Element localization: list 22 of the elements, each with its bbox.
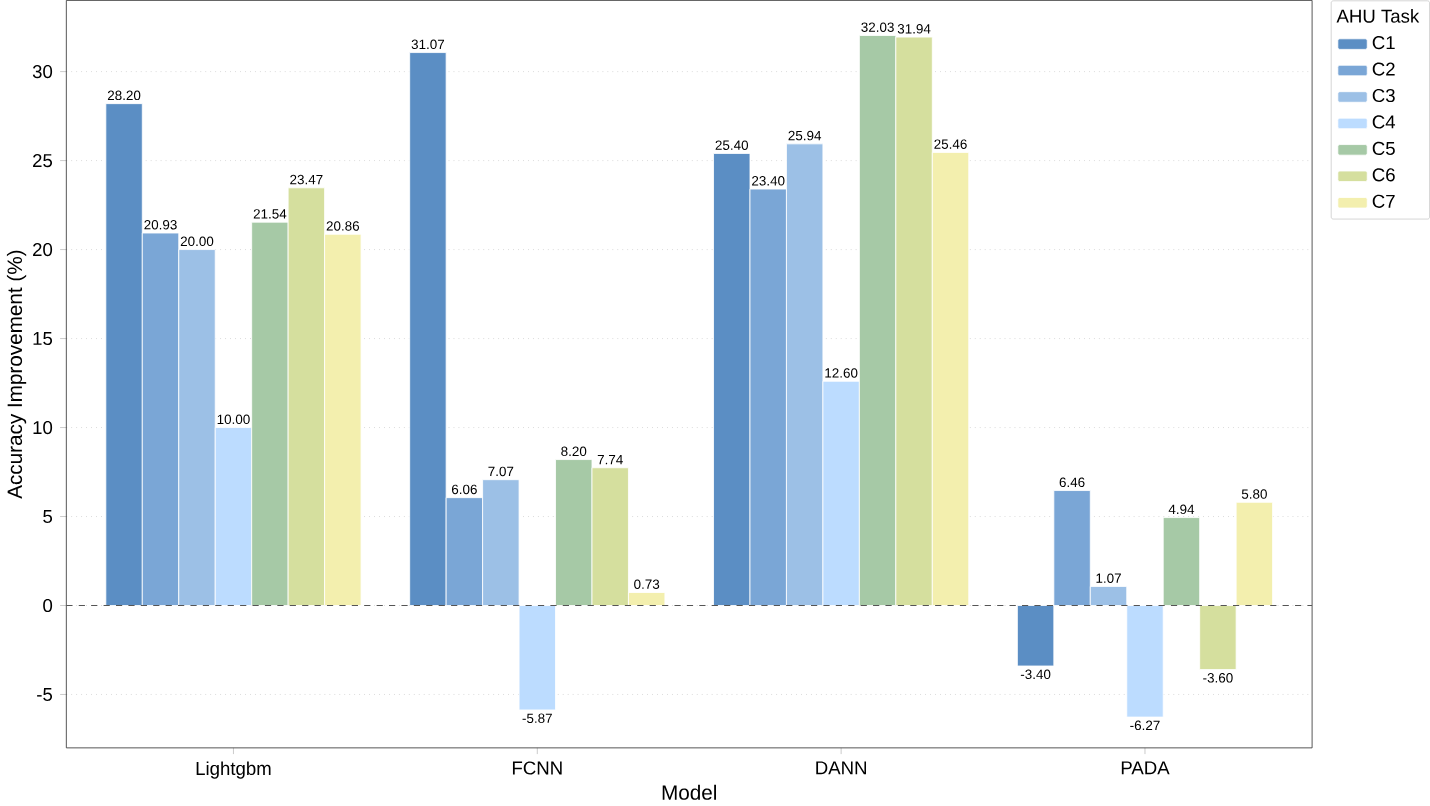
y-tick-label: 30 xyxy=(32,64,53,78)
legend-label: C7 xyxy=(1372,194,1395,208)
x-tick-label: PADA xyxy=(1121,761,1170,774)
y-axis-title: Accuracy Improvement (%) xyxy=(6,250,27,499)
x-tick-label: Lightgbm xyxy=(196,761,271,779)
y-tick-label: 0 xyxy=(43,598,53,612)
legend-label: C4 xyxy=(1372,114,1396,129)
y-tick-label: 5 xyxy=(43,509,53,523)
y-tick-label: 25 xyxy=(33,153,53,167)
x-axis-title: Model xyxy=(662,784,716,800)
y-tick-label: 10 xyxy=(33,420,53,434)
y-tick-label: 20 xyxy=(33,242,53,256)
x-tick-label: DANN xyxy=(816,761,866,774)
legend-label: C3 xyxy=(1372,88,1395,102)
y-tick-label: 15 xyxy=(33,331,53,345)
legend-label: C1 xyxy=(1372,35,1395,49)
legend-title: AHU Task xyxy=(1336,8,1420,23)
x-tick-label: FCNN xyxy=(512,761,562,775)
y-tick-label: -5 xyxy=(37,687,53,701)
legend-label: C6 xyxy=(1372,167,1395,182)
legend-label: C5 xyxy=(1372,141,1395,155)
legend-label: C2 xyxy=(1372,62,1395,76)
